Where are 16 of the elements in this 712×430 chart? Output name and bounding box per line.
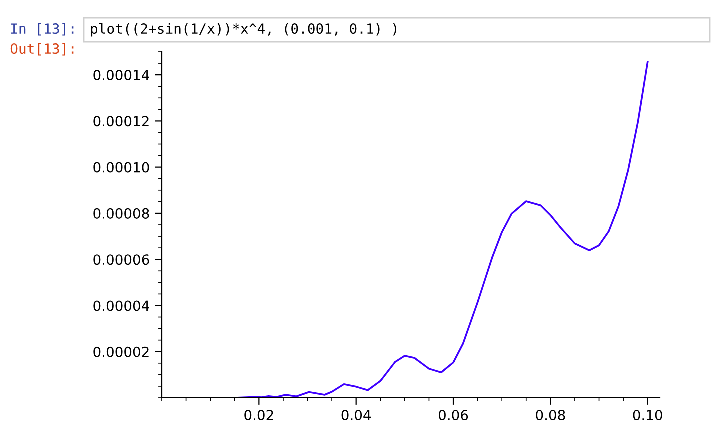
y-tick-label: 0.00002 <box>94 346 149 358</box>
text: In [13]: <box>11 23 74 36</box>
y-tick-label: 0.00012 <box>94 116 149 127</box>
y-tick-label: 0.00006 <box>94 254 150 266</box>
y-tick-label: 0.00010 <box>94 162 150 173</box>
x-tick-label: 0.10 <box>633 410 662 421</box>
x-tick-label: 0.02 <box>244 410 274 421</box>
text: plot((2+sin(1/x))*x^4, (0.001, 0.1) ) <box>91 23 396 37</box>
x-tick-label: 0.04 <box>342 410 372 421</box>
y-tick-label: 0.00004 <box>94 300 150 312</box>
line-series <box>166 61 649 398</box>
text: Out[13]: <box>10 43 74 56</box>
x-tick-label: 0.08 <box>536 410 566 421</box>
y-tick-label: 0.00008 <box>94 208 150 219</box>
y-tick-label: 0.00014 <box>94 70 150 81</box>
x-tick-label: 0.06 <box>438 410 468 421</box>
